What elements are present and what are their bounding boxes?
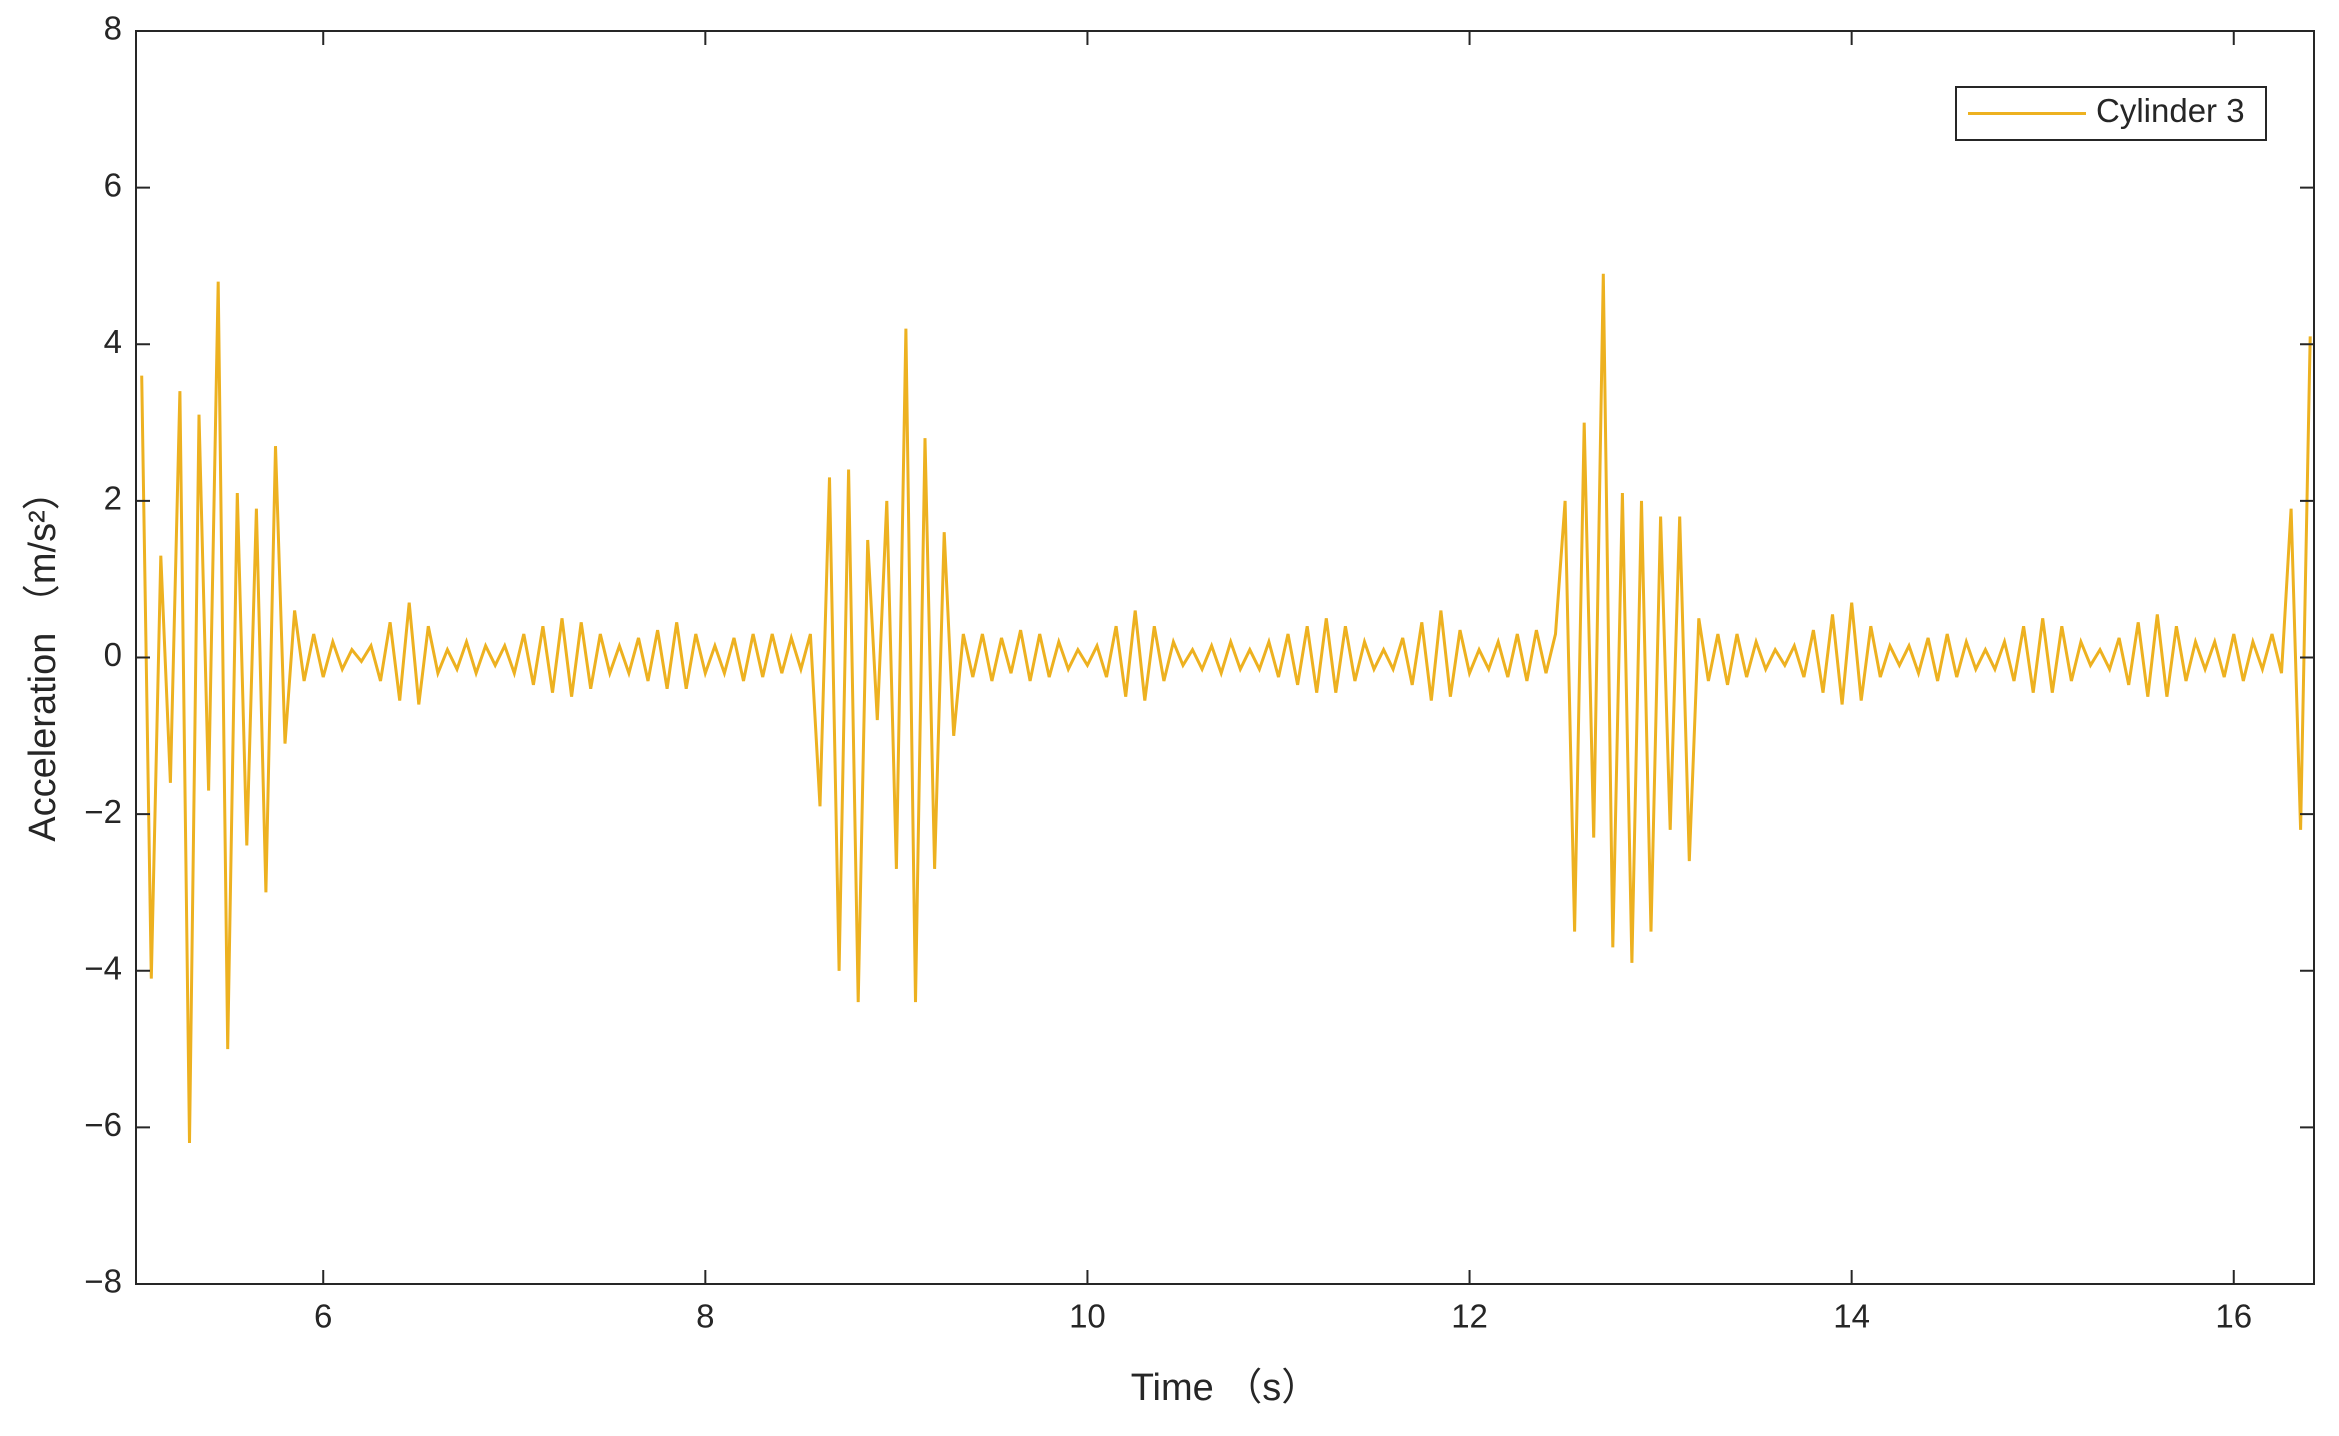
legend-box [1955, 86, 2267, 141]
y-tick-label: −8 [84, 1263, 122, 1300]
y-tick-label: 8 [104, 10, 122, 47]
data-line [140, 273, 2312, 1144]
y-tick-label: 2 [104, 480, 122, 517]
y-tick-label: 0 [104, 636, 122, 673]
y-tick-label: 4 [104, 323, 122, 360]
x-tick-label: 12 [1451, 1298, 1488, 1335]
y-tick-label: −4 [84, 949, 122, 986]
x-tick-label: 16 [2215, 1298, 2252, 1335]
y-axis-title: Acceleration （m/s²） [22, 472, 64, 842]
x-tick-label: 8 [696, 1298, 714, 1335]
y-tick-label: 6 [104, 166, 122, 203]
x-tick-label: 6 [314, 1298, 332, 1335]
x-tick-label: 14 [1833, 1298, 1870, 1335]
legend-label: Cylinder 3 [2096, 92, 2245, 129]
y-tick-label: −6 [84, 1106, 122, 1143]
x-tick-label: 10 [1069, 1298, 1106, 1335]
x-axis-title: Time （s） [1131, 1367, 1320, 1409]
y-tick-label: −2 [84, 793, 122, 830]
